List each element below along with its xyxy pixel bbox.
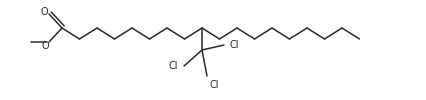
Text: O: O (41, 41, 49, 51)
Text: Cl: Cl (210, 80, 219, 90)
Text: Cl: Cl (169, 61, 178, 71)
Text: Cl: Cl (230, 40, 239, 50)
Text: O: O (40, 7, 48, 17)
